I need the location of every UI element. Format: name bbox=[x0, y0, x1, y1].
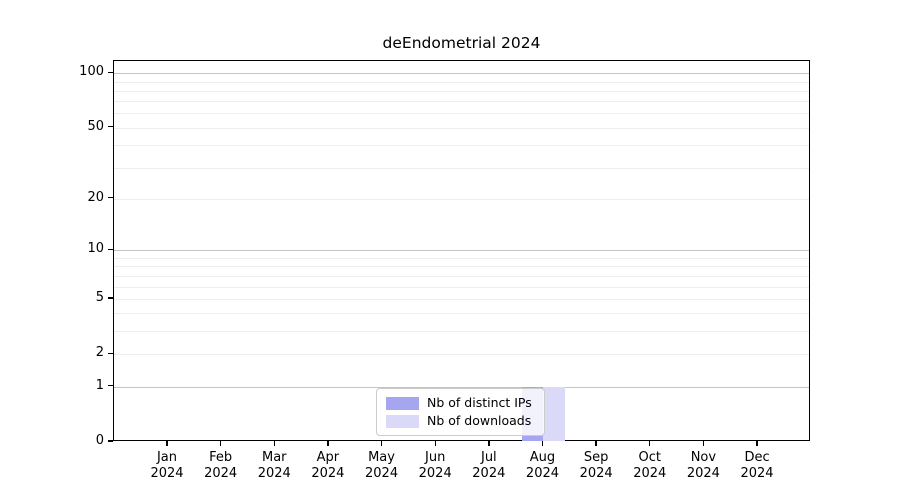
y-axis-tick bbox=[108, 352, 113, 354]
y-axis-tick-label: 20 bbox=[87, 189, 104, 205]
x-axis-tick-label: Dec 2024 bbox=[740, 450, 774, 481]
y-axis-tick bbox=[108, 126, 113, 128]
minor-gridline bbox=[114, 167, 809, 169]
minor-gridline bbox=[114, 354, 809, 356]
y-axis-tick bbox=[108, 197, 113, 199]
major-gridline bbox=[114, 386, 809, 388]
x-axis-tick bbox=[541, 441, 544, 446]
minor-gridline bbox=[114, 298, 809, 300]
minor-gridline bbox=[114, 127, 809, 129]
minor-gridline bbox=[114, 313, 809, 315]
minor-gridline bbox=[114, 331, 809, 333]
x-axis-tick bbox=[327, 441, 329, 446]
y-axis-tick-label: 5 bbox=[95, 289, 104, 305]
x-axis-tick bbox=[166, 441, 168, 446]
x-axis-tick-label: Oct 2024 bbox=[633, 450, 667, 481]
minor-gridline bbox=[114, 286, 809, 288]
x-axis-tick bbox=[702, 441, 705, 446]
y-axis-tick bbox=[108, 71, 113, 73]
y-axis-tick-label: 10 bbox=[87, 241, 104, 257]
legend-label: Nb of downloads bbox=[427, 413, 532, 428]
legend-label: Nb of distinct IPs bbox=[427, 395, 532, 410]
y-axis-tick-label: 1 bbox=[95, 377, 104, 393]
minor-gridline bbox=[114, 113, 809, 115]
major-gridline bbox=[114, 250, 809, 252]
x-axis-tick-label: May 2024 bbox=[365, 450, 399, 481]
x-axis-tick-label: Aug 2024 bbox=[525, 450, 560, 481]
x-axis-tick-label: Apr 2024 bbox=[311, 450, 345, 481]
minor-gridline bbox=[114, 258, 809, 259]
x-axis-tick-label: Feb 2024 bbox=[204, 450, 238, 481]
x-axis-tick bbox=[649, 441, 651, 446]
minor-gridline bbox=[114, 275, 809, 277]
minor-gridline bbox=[114, 198, 809, 200]
y-axis-tick-label: 50 bbox=[87, 118, 104, 134]
y-axis-tick-label: 2 bbox=[95, 345, 104, 361]
y-axis-tick-label: 100 bbox=[79, 64, 104, 80]
x-axis-tick bbox=[273, 441, 275, 446]
minor-gridline bbox=[114, 81, 809, 83]
legend-item: Nb of downloads bbox=[385, 414, 536, 428]
x-axis-tick-label: Mar 2024 bbox=[257, 450, 291, 481]
y-axis-tick bbox=[108, 297, 113, 299]
x-axis-tick bbox=[380, 441, 383, 446]
legend: Nb of distinct IPs Nb of downloads bbox=[376, 388, 545, 436]
x-axis-tick bbox=[488, 441, 490, 446]
x-axis-tick-label: Jan 2024 bbox=[150, 450, 184, 481]
legend-swatch bbox=[386, 414, 419, 428]
x-axis-tick-label: Jul 2024 bbox=[472, 450, 506, 481]
bar-downloads bbox=[543, 386, 566, 441]
x-axis-tick bbox=[595, 441, 597, 446]
y-axis-tick bbox=[108, 440, 113, 442]
y-axis-tick-label: 0 bbox=[95, 433, 104, 448]
legend-item: Nb of distinct IPs bbox=[385, 396, 536, 410]
x-axis-tick bbox=[434, 441, 436, 446]
legend-swatch bbox=[386, 396, 419, 410]
x-axis-tick-label: Jun 2024 bbox=[418, 450, 452, 481]
plot-area bbox=[113, 60, 810, 441]
chart-title: deEndometrial 2024 bbox=[382, 34, 541, 52]
x-axis-tick bbox=[219, 441, 222, 446]
y-axis-tick bbox=[108, 248, 113, 251]
minor-gridline bbox=[114, 145, 809, 147]
x-axis-tick bbox=[756, 441, 758, 446]
x-axis-tick-label: Nov 2024 bbox=[686, 450, 720, 481]
minor-gridline bbox=[114, 101, 809, 103]
minor-gridline bbox=[114, 266, 809, 268]
major-gridline bbox=[114, 73, 809, 75]
minor-gridline bbox=[114, 90, 809, 92]
x-axis-tick-label: Sep 2024 bbox=[579, 450, 613, 481]
y-axis-tick bbox=[108, 384, 113, 387]
